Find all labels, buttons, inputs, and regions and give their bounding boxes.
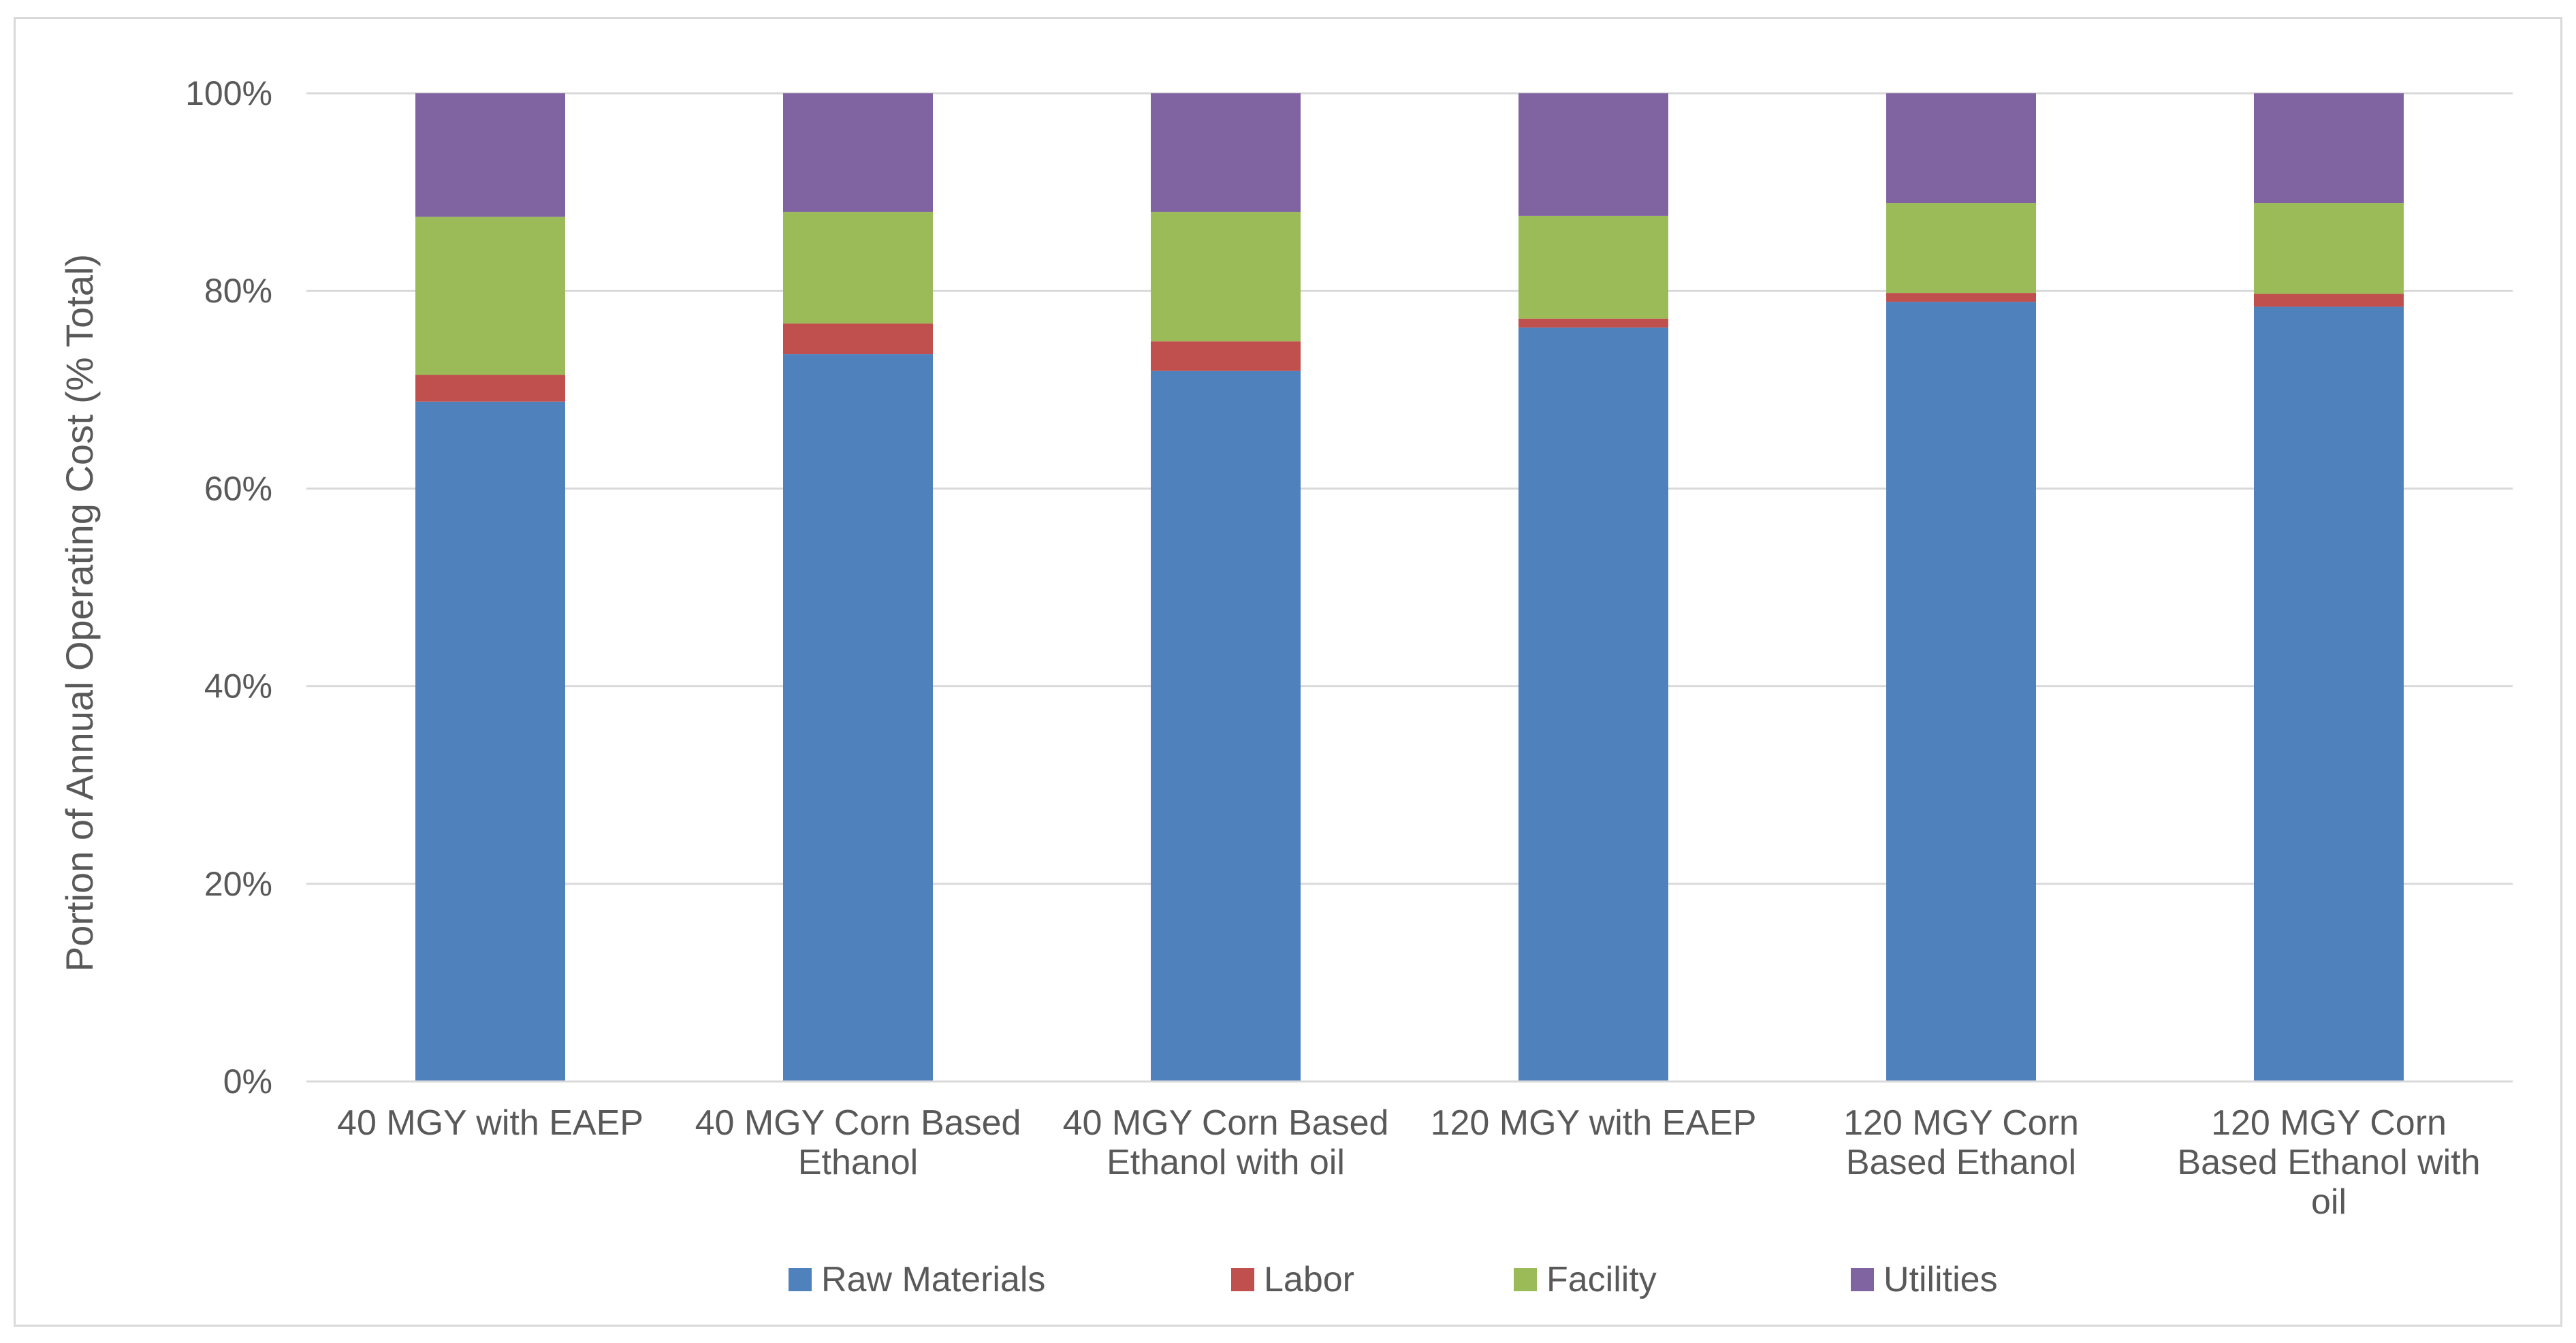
bar-segment: [2254, 306, 2404, 1081]
legend-swatch: [1231, 1268, 1254, 1291]
legend-item: Labor: [1231, 1260, 1354, 1299]
bar-segment: [783, 212, 933, 324]
bar-stack: [1151, 93, 1301, 1082]
bar-stack: [415, 93, 565, 1081]
legend-label: Labor: [1264, 1260, 1354, 1299]
legend-swatch: [789, 1268, 812, 1291]
x-tick-label: 40 MGY Corn Based Ethanol with oil: [1063, 1103, 1389, 1182]
y-tick-label: 40%: [204, 667, 272, 706]
y-tick-label: 0%: [223, 1062, 272, 1101]
category-labels: 40 MGY with EAEP 40 MGY Corn Based Ethanol…: [337, 1103, 2481, 1222]
legend: Raw Materials Labor Facility Utilities: [789, 1260, 1998, 1299]
bar-stack: [1886, 93, 2036, 1081]
y-axis-title: Portion of Annual Operating Cost (% Tota…: [58, 254, 101, 972]
bar-stack: [1518, 93, 1668, 1082]
y-tick-label: 100%: [185, 74, 272, 112]
bar-segment: [2254, 203, 2404, 294]
legend-swatch: [1851, 1268, 1874, 1291]
bar-segment: [1518, 215, 1668, 319]
bar-segment: [1151, 212, 1301, 342]
bar-segment: [2254, 294, 2404, 307]
bar-segment: [1886, 293, 2036, 302]
bar-segment: [415, 217, 565, 375]
bar-stack: [2254, 93, 2404, 1081]
bar-segment: [1518, 327, 1668, 1082]
bar-stack: [783, 93, 933, 1082]
legend-label: Raw Materials: [821, 1260, 1045, 1299]
legend-item: Raw Materials: [789, 1260, 1045, 1299]
bar-segment: [415, 375, 565, 402]
bar-segment: [1151, 93, 1301, 212]
y-tick-label: 80%: [204, 272, 272, 310]
bar-segment: [1518, 93, 1668, 216]
legend-swatch: [1514, 1268, 1537, 1291]
x-tick-label: 120 MGY with EAEP: [1431, 1103, 1757, 1143]
gridlines: [306, 92, 2513, 885]
bar-segment: [1151, 341, 1301, 371]
bar-segment: [1886, 302, 2036, 1081]
legend-label: Facility: [1546, 1260, 1657, 1299]
bar-segment: [783, 93, 933, 212]
bar-segment: [415, 401, 565, 1081]
x-tick-label: 120 MGY Corn Based Ethanol: [1843, 1103, 2079, 1182]
legend-label: Utilities: [1883, 1260, 1998, 1299]
x-tick-label: 40 MGY Corn Based Ethanol: [695, 1103, 1021, 1182]
bar-segment: [1518, 318, 1668, 328]
bars: [415, 93, 2404, 1082]
y-tick-label: 60%: [204, 469, 272, 507]
bar-segment: [2254, 93, 2404, 204]
bar-segment: [1886, 93, 2036, 204]
bar-segment: [415, 93, 565, 217]
x-tick-label: 40 MGY with EAEP: [337, 1103, 643, 1143]
x-tick-label: 120 MGY Corn Based Ethanol with oil: [2177, 1103, 2480, 1222]
bar-segment: [1151, 370, 1301, 1082]
bar-segment: [783, 323, 933, 355]
y-tick-label: 20%: [204, 865, 272, 903]
legend-item: Utilities: [1851, 1260, 1998, 1299]
bar-segment: [783, 354, 933, 1082]
y-axis-ticks: 0% 20% 40% 60% 80% 100%: [185, 74, 272, 1101]
bar-segment: [1886, 203, 2036, 294]
legend-item: Facility: [1514, 1260, 1657, 1299]
